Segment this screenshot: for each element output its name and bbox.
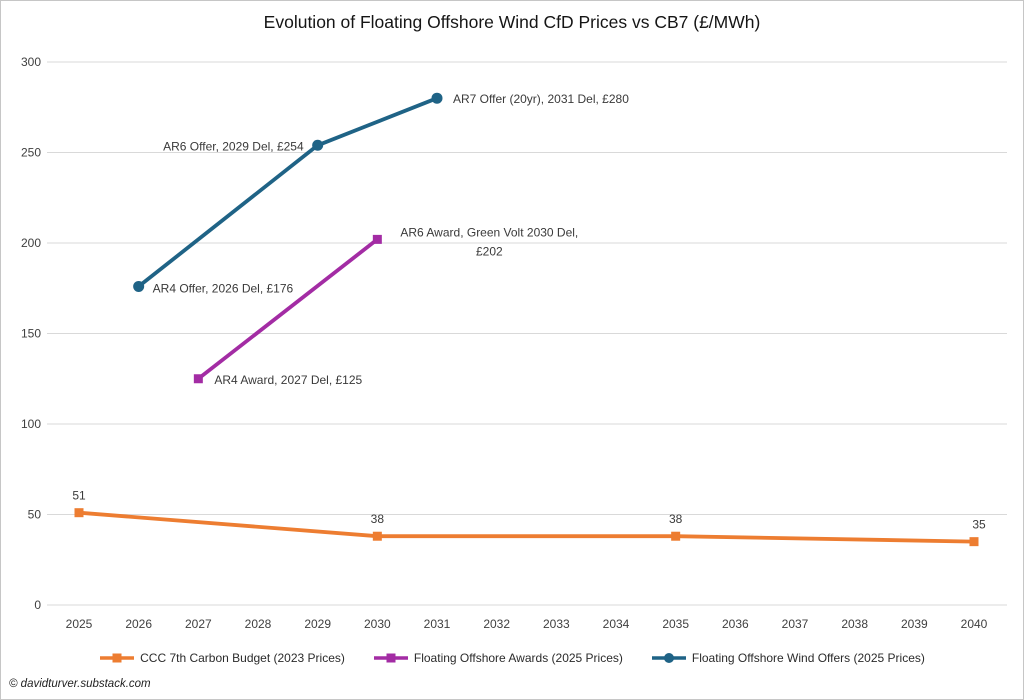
y-tick-label: 50	[28, 508, 42, 522]
x-tick-label: 2039	[901, 617, 928, 631]
data-point-label: AR6 Award, Green Volt 2030 Del, £202	[400, 225, 578, 258]
legend-item-1: Floating Offshore Awards (2025 Prices)	[373, 651, 623, 665]
y-tick-label: 150	[21, 327, 41, 341]
legend-label: CCC 7th Carbon Budget (2023 Prices)	[140, 651, 345, 665]
x-tick-label: 2040	[961, 617, 988, 631]
y-tick-label: 300	[21, 55, 41, 69]
y-tick-label: 0	[34, 598, 41, 612]
y-tick-label: 250	[21, 146, 41, 160]
x-tick-label: 2028	[245, 617, 272, 631]
x-tick-label: 2025	[66, 617, 93, 631]
legend-label: Floating Offshore Wind Offers (2025 Pric…	[691, 651, 925, 665]
series-line	[196, 237, 380, 381]
data-point-label: 38	[669, 512, 683, 526]
legend-swatch-icon	[100, 653, 135, 663]
chart-title: Evolution of Floating Offshore Wind CfD …	[263, 12, 761, 32]
x-tick-label: 2030	[364, 617, 391, 631]
x-tick-label: 2034	[603, 617, 630, 631]
y-tick-label: 200	[21, 236, 41, 250]
series-line	[136, 96, 439, 289]
legend-item-0: CCC 7th Carbon Budget (2023 Prices)	[99, 651, 345, 665]
data-point-marker	[193, 374, 203, 384]
x-tick-label: 2026	[125, 617, 152, 631]
x-tick-label: 2036	[722, 617, 749, 631]
y-tick-label: 100	[21, 417, 41, 431]
x-tick-label: 2027	[185, 617, 212, 631]
data-point-label: 38	[371, 512, 385, 526]
legend-swatch-icon	[373, 653, 408, 663]
copyright-footer: © davidturver.substack.com	[9, 678, 151, 690]
data-point-marker	[312, 139, 324, 151]
legend-item-2: Floating Offshore Wind Offers (2025 Pric…	[651, 651, 925, 665]
x-tick-label: 2032	[483, 617, 510, 631]
data-point-marker	[133, 280, 145, 292]
data-point-label: AR7 Offer (20yr), 2031 Del, £280	[453, 92, 629, 106]
series-line	[77, 510, 976, 544]
data-point-label: AR4 Award, 2027 Del, £125	[214, 373, 362, 387]
data-point-label: AR6 Offer, 2029 Del, £254	[163, 139, 304, 153]
data-point-marker	[671, 531, 681, 541]
legend-swatch-icon	[651, 653, 686, 663]
data-point-marker	[969, 537, 979, 547]
data-point-marker	[431, 92, 443, 104]
x-tick-label: 2037	[782, 617, 809, 631]
x-tick-label: 2038	[841, 617, 868, 631]
legend-label: Floating Offshore Awards (2025 Prices)	[413, 651, 623, 665]
data-point-label: 51	[72, 489, 86, 503]
data-point-marker	[372, 531, 382, 541]
x-tick-label: 2029	[304, 617, 331, 631]
data-point-label: 35	[972, 518, 986, 532]
x-tick-label: 2033	[543, 617, 570, 631]
data-point-marker	[74, 508, 84, 518]
data-point-marker	[372, 234, 382, 244]
chart-legend: CCC 7th Carbon Budget (2023 Prices) Float…	[1, 646, 1023, 670]
x-tick-label: 2031	[424, 617, 451, 631]
data-point-label: AR4 Offer, 2026 Del, £176	[153, 281, 294, 295]
x-tick-label: 2035	[662, 617, 689, 631]
